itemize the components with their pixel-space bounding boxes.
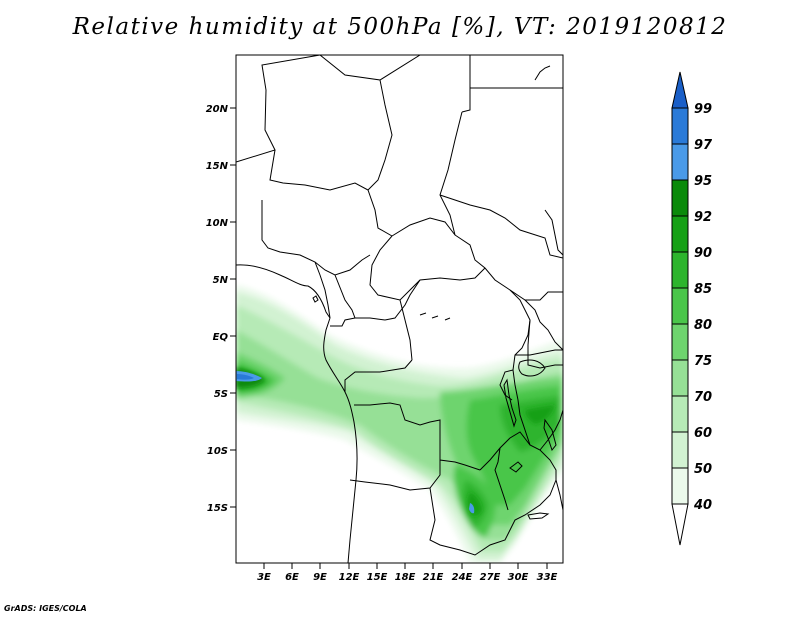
colorbar-segment [671,251,689,289]
country-borders [236,55,563,563]
colorbar-label: 97 [694,138,713,153]
colorbar-label: 85 [694,282,712,297]
lon-label: 15E [367,572,388,583]
colorbar-segment [671,287,689,325]
lat-label: 15S [207,503,228,514]
colorbar-segment [671,503,689,546]
colorbar-label: 80 [694,318,712,333]
lat-label: 10S [207,446,228,457]
colorbar-segment [671,359,689,397]
longitude-axis: 3E 6E 9E 12E 15E 18E 21E 24E 27E 30E 33E [257,563,558,583]
colorbar-segment [671,107,689,145]
colorbar-segment [671,179,689,217]
colorbar-label: 40 [693,498,712,513]
colorbar-label: 90 [694,246,712,261]
lat-label: EQ [213,332,229,343]
colorbar-label: 99 [694,102,712,117]
lat-label: 20N [206,104,229,115]
lat-label: 5N [213,275,229,286]
colorbar-segment [671,431,689,469]
lat-label: 5S [214,389,228,400]
humidity-field [236,285,563,563]
colorbar-segment [671,467,689,505]
colorbar-label: 75 [694,354,712,369]
colorbar-label: 95 [694,174,712,189]
lon-label: 21E [423,572,444,583]
lon-label: 18E [395,572,416,583]
lat-label: 15N [206,161,229,172]
lon-label: 24E [452,572,473,583]
lat-label: 10N [206,218,229,229]
colorbar: 99 97 95 92 90 85 80 75 70 60 50 40 [671,71,713,546]
latitude-axis: 20N 15N 10N 5N EQ 5S 10S 15S [206,104,236,514]
lon-label: 30E [508,572,529,583]
colorbar-label: 92 [694,210,712,225]
lon-label: 33E [537,572,558,583]
colorbar-label: 70 [694,390,712,405]
lon-label: 12E [339,572,360,583]
map-title: Relative humidity at 500hPa [%], VT: 201… [72,14,728,40]
map-frame [235,54,564,564]
colorbar-segment [671,395,689,433]
colorbar-segment [671,215,689,253]
colorbar-segment [671,71,689,109]
lon-label: 27E [480,572,501,583]
lon-label: 9E [313,572,327,583]
colorbar-segment [671,323,689,361]
colorbar-label: 50 [694,462,712,477]
lon-label: 6E [285,572,299,583]
grads-credit: GrADS: IGES/COLA [4,604,87,613]
lon-label: 3E [257,572,271,583]
colorbar-label: 60 [694,426,712,441]
colorbar-segment [671,143,689,181]
